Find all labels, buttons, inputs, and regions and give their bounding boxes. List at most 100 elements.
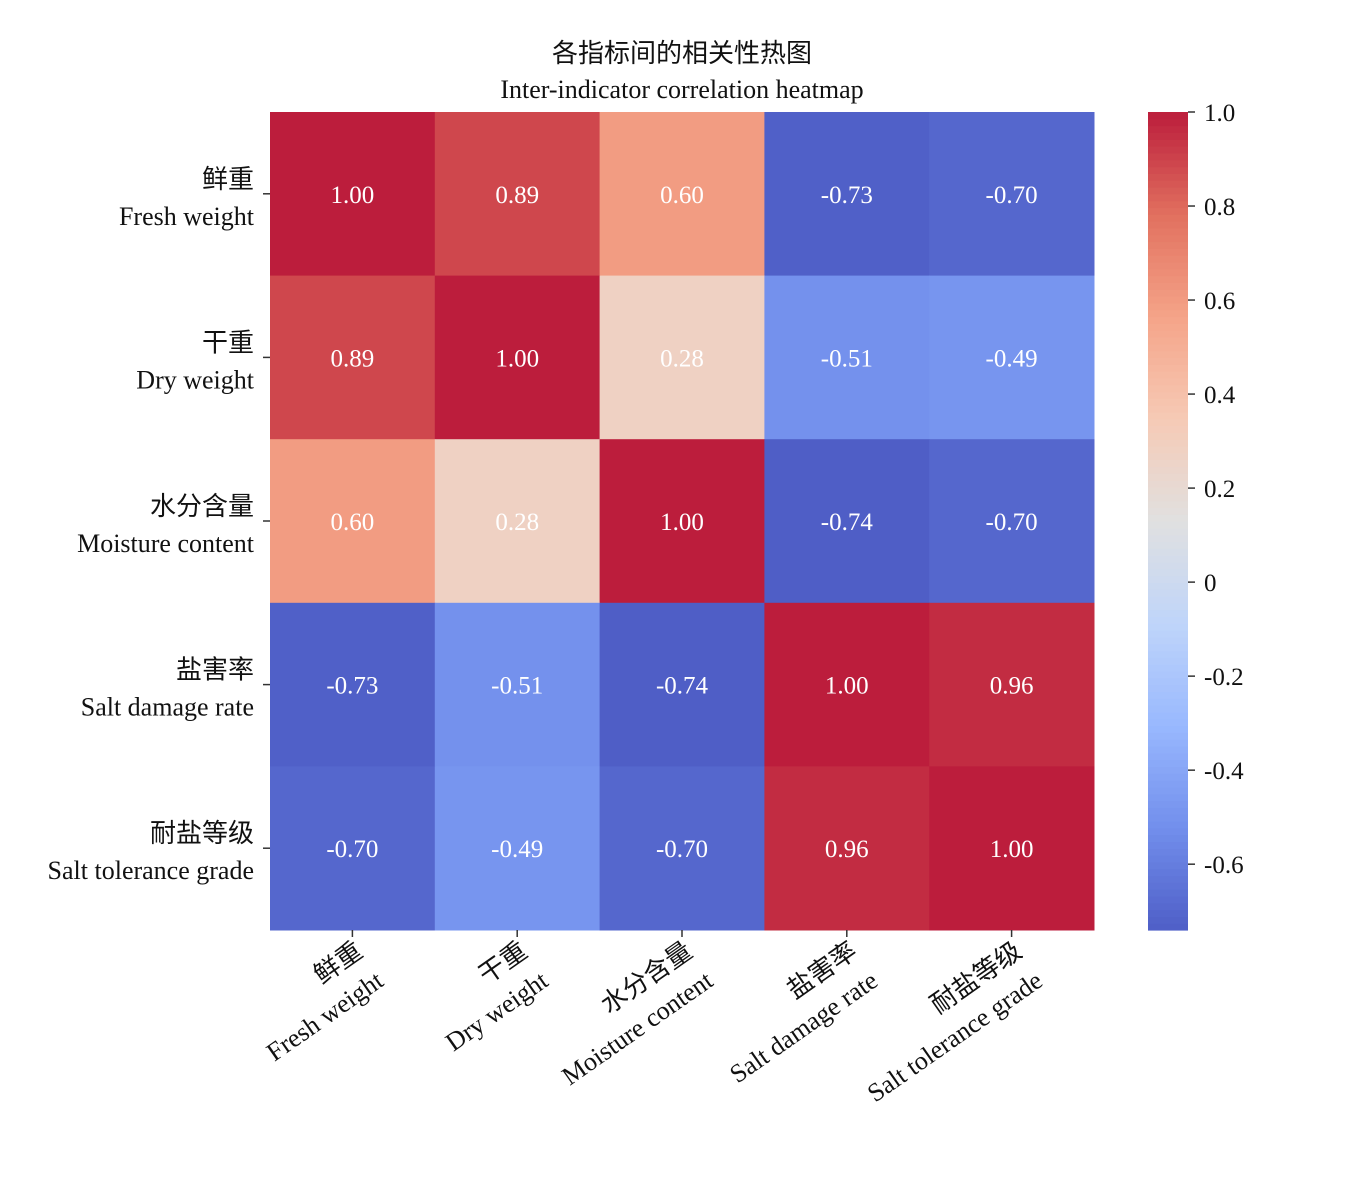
heatmap-cell — [599, 602, 765, 767]
colorbar-segment — [1148, 166, 1188, 174]
colorbar-segment — [1148, 705, 1188, 713]
colorbar-segment — [1148, 398, 1188, 406]
colorbar-segment — [1148, 384, 1188, 393]
y-label-en: Salt damage rate — [81, 693, 254, 722]
colorbar-segment — [1148, 916, 1188, 924]
heatmap-cell — [929, 112, 1095, 277]
colorbar-segment — [1148, 227, 1188, 236]
heatmap-cell — [929, 766, 1095, 931]
colorbar-segment — [1148, 616, 1188, 624]
colorbar-segment — [1148, 146, 1188, 154]
colorbar-segment — [1148, 589, 1188, 597]
colorbar-segment — [1148, 684, 1188, 693]
colorbar-segment — [1148, 152, 1188, 161]
heatmap-cell — [270, 275, 436, 440]
y-label-en: Salt tolerance grade — [48, 856, 254, 885]
colorbar-segment — [1148, 664, 1188, 672]
colorbar-segment — [1148, 452, 1188, 461]
cell-value: 0.89 — [331, 345, 375, 372]
colorbar-segment — [1148, 514, 1188, 522]
colorbar-segment — [1148, 882, 1188, 890]
heatmap-cell — [270, 602, 436, 767]
colorbar-segment — [1148, 909, 1188, 917]
colorbar-tick-label: -0.4 — [1204, 758, 1244, 785]
colorbar-tick-label: 1.0 — [1204, 100, 1235, 127]
cell-value: -0.73 — [821, 182, 873, 209]
cell-value: 0.28 — [660, 345, 704, 372]
colorbar-segment — [1148, 500, 1188, 508]
colorbar-segment — [1148, 711, 1188, 720]
colorbar-segment — [1148, 330, 1188, 338]
colorbar-segment — [1148, 527, 1188, 536]
cell-value: 0.89 — [495, 182, 539, 209]
cell-value: 0.28 — [495, 509, 539, 536]
cell-value: 1.00 — [825, 673, 869, 700]
colorbar-segment — [1148, 609, 1188, 618]
cell-value: -0.51 — [821, 345, 873, 372]
colorbar-segment — [1148, 336, 1188, 345]
cell-value: -0.70 — [986, 509, 1038, 536]
colorbar-segment — [1148, 814, 1188, 822]
y-label-en: Fresh weight — [119, 202, 255, 231]
colorbar-segment — [1148, 691, 1188, 699]
heatmap-cell — [270, 112, 436, 277]
cell-value: 1.00 — [331, 182, 375, 209]
colorbar-segment — [1148, 459, 1188, 468]
colorbar-segment — [1148, 657, 1188, 665]
heatmap-cell — [434, 112, 601, 277]
colorbar-segment — [1148, 848, 1188, 856]
y-label-zh: 干重 — [202, 328, 254, 357]
colorbar-segment — [1148, 841, 1188, 849]
colorbar-segment — [1148, 595, 1188, 604]
colorbar-segment — [1148, 261, 1188, 270]
y-label-zh: 水分含量 — [150, 492, 254, 521]
colorbar-segment — [1148, 282, 1188, 290]
heatmap-cell — [929, 275, 1095, 440]
cell-value: 1.00 — [495, 345, 539, 372]
colorbar-segment — [1148, 391, 1188, 399]
colorbar-segment — [1148, 732, 1188, 740]
colorbar-segment — [1148, 677, 1188, 686]
colorbar-segment — [1148, 780, 1188, 788]
colorbar-segment — [1148, 923, 1188, 931]
colorbar-segment — [1148, 786, 1188, 795]
cell-value: 0.60 — [331, 509, 375, 536]
y-label-en: Dry weight — [136, 365, 254, 394]
colorbar-segment — [1148, 602, 1188, 611]
colorbar-segment — [1148, 268, 1188, 277]
colorbar-segment — [1148, 561, 1188, 570]
colorbar-segment — [1148, 670, 1188, 679]
colorbar-segment — [1148, 725, 1188, 733]
colorbar-segment — [1148, 868, 1188, 877]
colorbar-segment — [1148, 466, 1188, 474]
cell-value: -0.49 — [491, 836, 543, 863]
colorbar-segment — [1148, 186, 1188, 195]
colorbar-segment — [1148, 411, 1188, 420]
colorbar-segment — [1148, 575, 1188, 583]
colorbar-segment — [1148, 875, 1188, 883]
colorbar-tick-label: 0.8 — [1204, 194, 1235, 221]
y-label-en: Moisture content — [77, 529, 255, 558]
heatmap-cell — [270, 766, 436, 931]
colorbar-segment — [1148, 316, 1188, 324]
heatmap-cell — [764, 766, 930, 931]
cell-value: -0.73 — [326, 673, 378, 700]
colorbar-tick-label: -0.2 — [1204, 664, 1244, 691]
colorbar-tick-label: 0.2 — [1204, 476, 1235, 503]
cell-value: -0.74 — [821, 509, 874, 536]
heatmap-cell — [270, 439, 436, 604]
colorbar-segment — [1148, 159, 1188, 168]
colorbar-segment — [1148, 807, 1188, 815]
colorbar-segment — [1148, 446, 1188, 454]
colorbar-segment — [1148, 773, 1188, 781]
y-axis-labels: 鲜重 Fresh weight 干重 Dry weight 水分含量 Moisture c… — [48, 165, 270, 885]
colorbar-segment — [1148, 214, 1188, 222]
heatmap-cell — [764, 602, 930, 767]
colorbar-segment — [1148, 541, 1188, 549]
colorbar-segment — [1148, 173, 1188, 181]
colorbar-segment — [1148, 650, 1188, 658]
colorbar-segment — [1148, 180, 1188, 188]
colorbar-segment — [1148, 766, 1188, 774]
colorbar-tick-label: 0.6 — [1204, 288, 1235, 315]
